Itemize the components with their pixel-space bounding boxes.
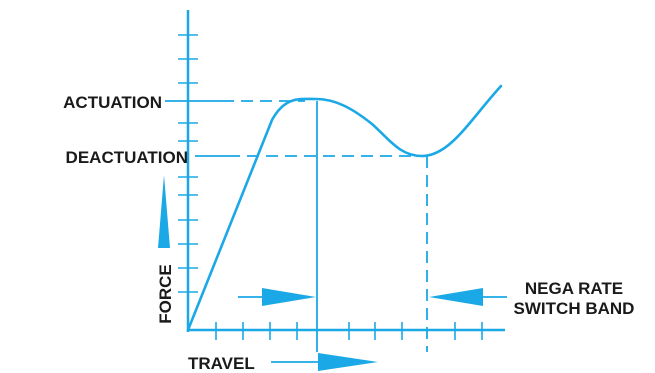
actuation-label: ACTUATION [63, 93, 162, 112]
x-axis-ticks [215, 322, 483, 340]
nega-rate-label-line1: NEGA RATE [525, 279, 623, 298]
deactuation-label: DEACTUATION [66, 148, 188, 167]
travel-axis-label: TRAVEL [188, 354, 255, 373]
y-axis-ticks [178, 34, 198, 293]
force-travel-curve [186, 84, 503, 332]
force-arrow [158, 175, 170, 248]
switch-band-left-arrow [238, 288, 316, 306]
switch-band-right-arrow [429, 288, 507, 306]
travel-arrow [271, 353, 378, 371]
force-axis-label: FORCE [156, 264, 175, 324]
nega-rate-label-line2: SWITCH BAND [514, 299, 635, 318]
